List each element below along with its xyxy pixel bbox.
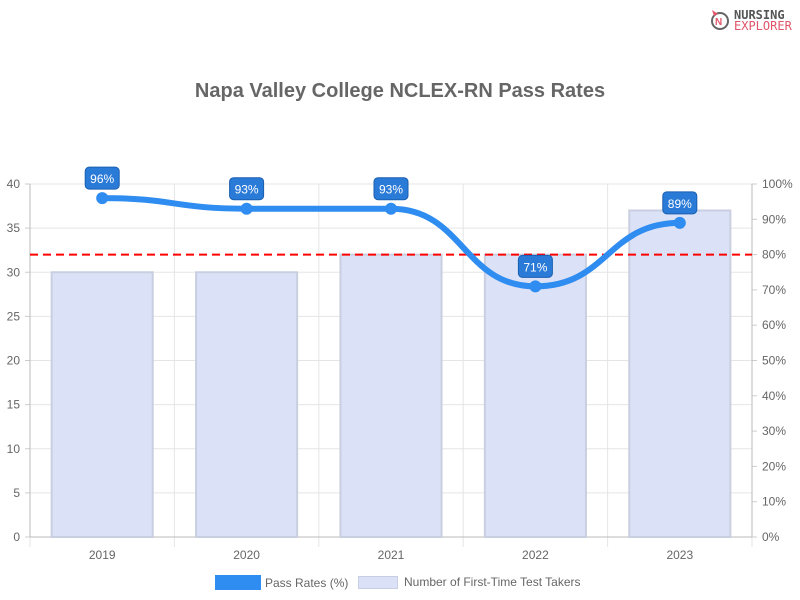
left-tick-label: 30	[7, 265, 21, 279]
bar-2022	[483, 253, 587, 538]
left-tick-label: 40	[7, 177, 21, 191]
pass-rate-line	[99, 195, 683, 290]
bar-2021	[339, 253, 443, 538]
right-tick-label: 100%	[762, 177, 793, 191]
legend-item-pass-rates[interactable]: Pass Rates (%)	[215, 575, 348, 590]
bar-2020	[195, 271, 299, 538]
x-tick-label: 2020	[233, 548, 260, 562]
pass-rate-point-2019	[96, 192, 109, 205]
x-tick-label: 2019	[89, 548, 116, 562]
svg-text:N: N	[715, 17, 722, 28]
data-label: 89%	[668, 197, 692, 211]
right-tick-label: 20%	[762, 459, 786, 473]
x-tick-label: 2021	[378, 548, 405, 562]
left-tick-label: 35	[7, 221, 21, 235]
legend-swatch	[358, 575, 398, 589]
pass-rate-point-2022	[529, 280, 542, 293]
right-tick-label: 40%	[762, 389, 786, 403]
data-label-box	[229, 177, 265, 201]
logo-text-1: NURSING	[734, 8, 785, 22]
legend-label: Pass Rates (%)	[265, 575, 349, 590]
pass-rate-point-2023	[673, 216, 686, 229]
nursing-explorer-logo: N NURSING EXPLORER	[710, 8, 795, 34]
legend-label: Number of First-Time Test Takers	[404, 575, 581, 589]
x-tick-label: 2022	[522, 548, 549, 562]
logo-text-2: EXPLORER	[734, 19, 792, 33]
left-tick-label: 20	[7, 354, 21, 368]
left-tick-label: 0	[13, 530, 20, 544]
data-label: 93%	[379, 183, 403, 197]
right-tick-label: 70%	[762, 283, 786, 297]
legend-swatch	[215, 575, 261, 590]
data-label-box	[373, 177, 409, 201]
bar-2019	[50, 271, 154, 538]
chart-title: Napa Valley College NCLEX-RN Pass Rates	[194, 80, 606, 102]
right-tick-label: 30%	[762, 424, 786, 438]
data-label: 96%	[90, 172, 114, 186]
data-label-box	[84, 166, 120, 190]
right-tick-label: 90%	[762, 212, 786, 226]
data-label: 71%	[523, 260, 547, 274]
right-tick-label: 10%	[762, 495, 786, 509]
right-tick-label: 0%	[762, 530, 780, 544]
pass-rate-point-2020	[240, 202, 253, 215]
right-tick-label: 80%	[762, 248, 786, 262]
right-tick-label: 60%	[762, 318, 786, 332]
data-label-box	[662, 191, 698, 215]
x-tick-label: 2023	[666, 548, 693, 562]
bar-2023	[628, 209, 732, 538]
logo-icon: N	[711, 10, 729, 30]
data-label: 93%	[235, 183, 259, 197]
right-tick-label: 50%	[762, 354, 786, 368]
left-tick-label: 15	[7, 398, 21, 412]
pass-rate-point-2021	[385, 202, 397, 215]
left-tick-label: 5	[13, 486, 20, 500]
legend-item-test-takers[interactable]: Number of First-Time Test Takers	[358, 575, 580, 589]
left-tick-label: 10	[7, 442, 21, 456]
data-label-box	[517, 254, 553, 278]
left-tick-label: 25	[7, 309, 21, 323]
